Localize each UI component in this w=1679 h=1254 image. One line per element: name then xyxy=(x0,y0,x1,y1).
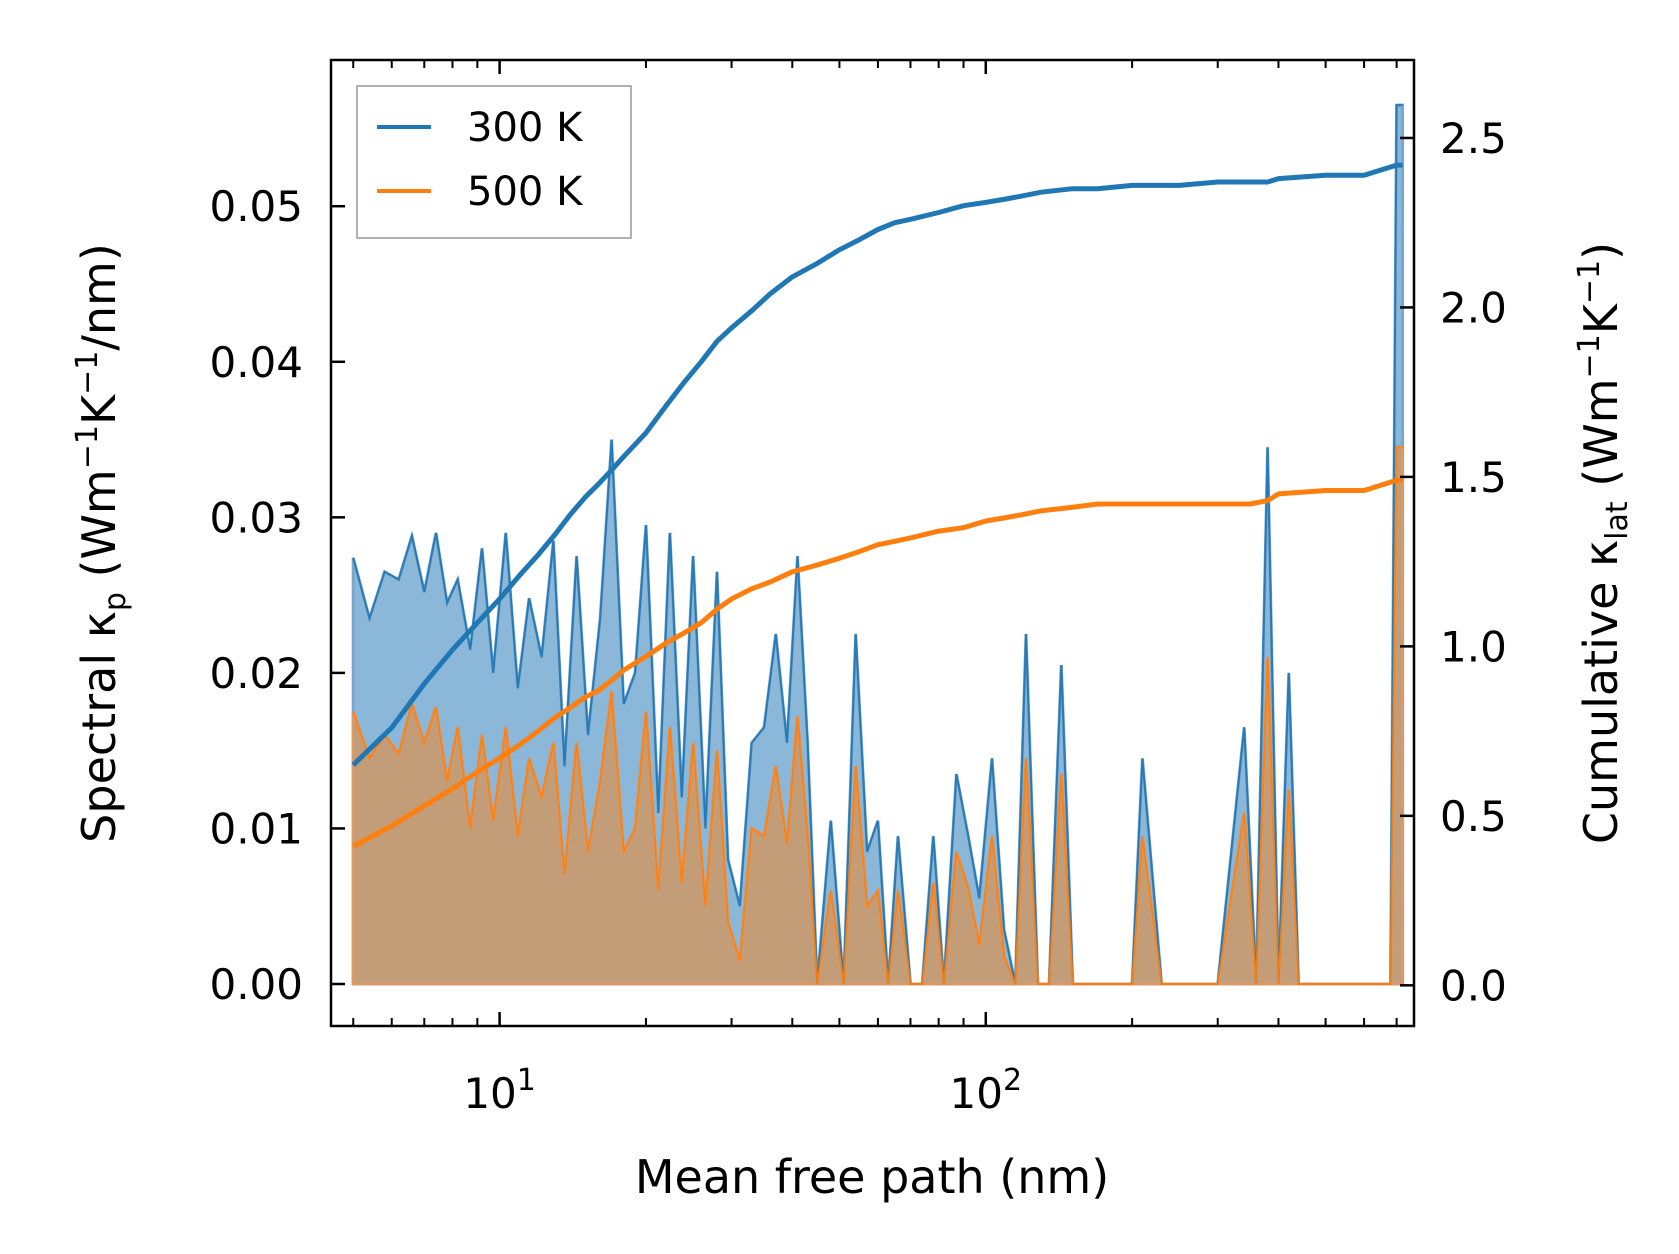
y-right-tick-label: 1.0 xyxy=(1440,622,1507,671)
legend: 300 K 500 K xyxy=(356,85,632,239)
y-left-tick-label: 0.03 xyxy=(209,493,303,542)
spectral-line-300k xyxy=(352,104,1403,985)
y-axis-label-right: Cumulative κlat (Wm−1K−1) xyxy=(1572,242,1635,844)
axis-ticks xyxy=(331,60,1414,1026)
y-left-tick-label: 0.05 xyxy=(209,182,303,231)
axis-tick-labels: 101 102 0.00 0.01 0.02 0.03 0.04 0.05 0.0 0.5 1.0 1… xyxy=(209,114,1506,1118)
y-right-tick-label: 1.5 xyxy=(1440,453,1507,502)
legend-label-500k: 500 K xyxy=(467,169,584,215)
plot-frame xyxy=(329,58,1416,1028)
y-right-tick-label: 2.5 xyxy=(1440,114,1507,163)
x-axis-label: Mean free path (nm) xyxy=(635,1150,1109,1204)
legend-box xyxy=(356,85,632,239)
spectral-lines xyxy=(352,104,1403,985)
y-left-tick-label: 0.01 xyxy=(209,804,303,853)
spectral-line-500k xyxy=(352,446,1403,985)
y-axis-label-left: Spectral κp (Wm−1K−1/nm) xyxy=(70,243,133,843)
legend-label-300k: 300 K xyxy=(467,105,584,151)
cumulative-lines xyxy=(351,162,1403,849)
x-tick-label: 102 xyxy=(949,1063,1022,1118)
plot-area xyxy=(351,103,1405,986)
y-left-tick-label: 0.04 xyxy=(209,338,303,387)
y-right-tick-label: 0.5 xyxy=(1440,792,1507,841)
cumulative-line-500k xyxy=(352,477,1403,849)
cumulative-line-300k xyxy=(351,162,1403,767)
y-left-tick-label: 0.02 xyxy=(209,649,303,698)
y-right-tick-label: 0.0 xyxy=(1440,961,1507,1010)
y-left-tick-label: 0.00 xyxy=(209,960,303,1009)
x-tick-label: 101 xyxy=(463,1063,536,1118)
y-right-tick-label: 2.0 xyxy=(1440,283,1507,332)
